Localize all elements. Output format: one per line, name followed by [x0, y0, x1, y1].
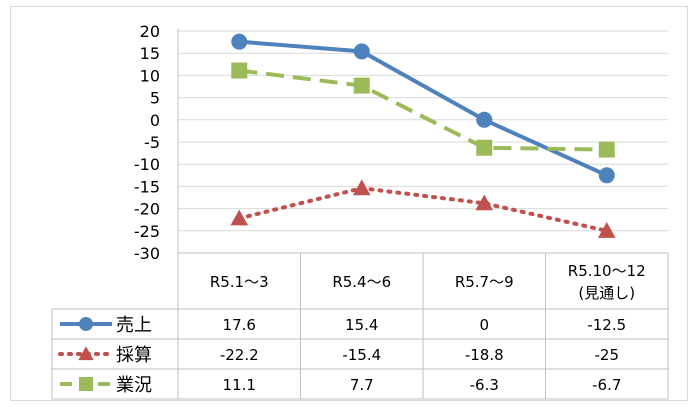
data-table-cell: -25 [595, 346, 620, 364]
data-point [597, 222, 616, 238]
data-table-cell: -6.7 [592, 376, 621, 394]
data-table-cell: -15.4 [342, 346, 381, 364]
data-point [353, 77, 370, 94]
y-tick-label: -30 [134, 244, 160, 263]
data-point [352, 179, 371, 196]
legend-marker [78, 346, 94, 361]
data-table-cell: -22.2 [220, 346, 259, 364]
x-category-label: R5.10〜12 (見通し) [568, 262, 646, 302]
y-tick-label: -15 [134, 177, 160, 196]
y-tick-label: -20 [134, 200, 160, 219]
y-tick-label: 0 [150, 111, 160, 130]
data-point [353, 43, 370, 60]
y-tick-label: -5 [144, 133, 160, 152]
chart-border [10, 6, 688, 401]
x-category-label: R5.4〜6 [332, 273, 391, 291]
y-tick-label: -10 [134, 155, 160, 174]
legend-marker [79, 377, 93, 391]
data-table-cell: 7.7 [350, 376, 374, 394]
data-table-cell: -6.3 [470, 376, 499, 394]
series-line-3 [239, 68, 607, 152]
data-table-cell: -18.8 [465, 346, 504, 364]
data-table-cell: -12.5 [587, 316, 626, 334]
data-table-cell: 0 [479, 316, 489, 334]
data-table-cell: 17.6 [223, 316, 256, 334]
data-table-cell: 11.1 [223, 376, 256, 394]
legend-marker [79, 317, 93, 331]
x-category-label: R5.7〜9 [455, 273, 514, 291]
data-point [476, 139, 493, 156]
legend-label: 業況 [116, 375, 152, 396]
series-line-2 [237, 186, 609, 233]
y-tick-label: 15 [140, 44, 160, 63]
data-point [475, 194, 494, 211]
y-tick-label: -25 [134, 222, 160, 241]
series-line-1 [239, 39, 608, 178]
data-point [476, 111, 493, 128]
legend-label: 売上 [116, 315, 152, 336]
y-tick-label: 10 [140, 66, 160, 85]
data-point [230, 209, 249, 226]
data-point [231, 33, 248, 50]
data-point [598, 141, 615, 158]
x-category-label: R5.1〜3 [210, 273, 269, 291]
y-tick-label: 20 [140, 22, 160, 41]
data-point [231, 62, 248, 79]
legend-label: 採算 [116, 345, 152, 366]
data-table-cell: 15.4 [345, 316, 378, 334]
data-point [598, 167, 615, 184]
y-tick-label: 5 [150, 89, 160, 108]
